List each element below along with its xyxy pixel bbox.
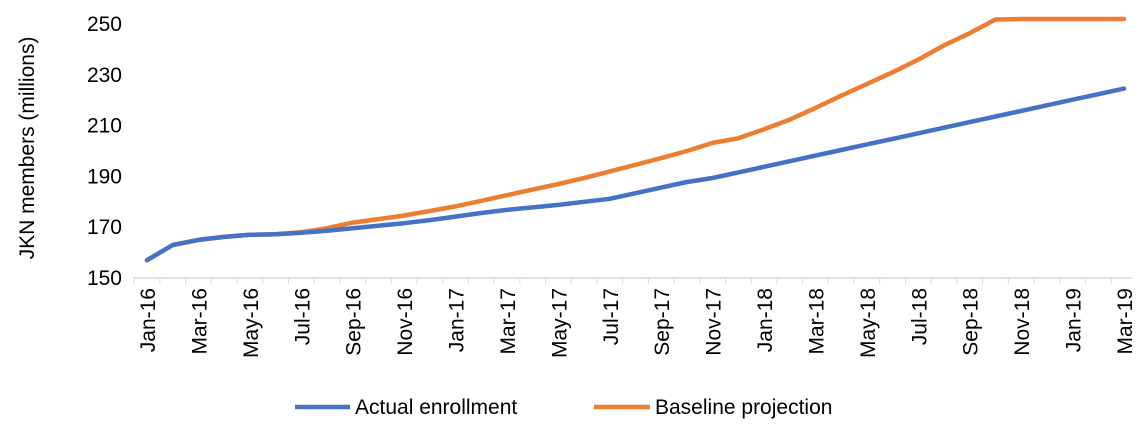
- x-tick-label: Jul-17: [600, 288, 623, 345]
- y-tick-label: 150: [87, 267, 122, 290]
- x-tick-label: Sep-18: [960, 288, 983, 356]
- x-tick-label: Mar-17: [497, 288, 520, 355]
- x-tick-label: Jan-18: [754, 288, 777, 352]
- x-tick-label: Jan-19: [1063, 288, 1086, 352]
- x-tick-label: Mar-16: [188, 288, 211, 355]
- series-line-baseline-projection: [144, 16, 1127, 263]
- legend: Actual enrollment Baseline projection: [295, 396, 832, 419]
- x-tick-label: Jan-17: [446, 288, 469, 352]
- x-tick-label: Nov-18: [1011, 288, 1034, 356]
- x-tick-label: Mar-19: [1114, 288, 1137, 355]
- x-tick-label: Jul-16: [291, 288, 314, 345]
- x-tick-label: May-16: [240, 288, 263, 358]
- y-tick-label: 230: [87, 64, 122, 87]
- x-axis: [133, 277, 1132, 284]
- series-lines: [144, 16, 1127, 263]
- x-tick-label: May-17: [548, 288, 571, 358]
- x-tick-label: Jan-16: [137, 288, 160, 352]
- x-tick-label: Nov-17: [703, 288, 726, 356]
- x-tick-label: May-18: [857, 288, 880, 358]
- y-tick-label: 250: [87, 13, 122, 36]
- x-tick-label: Nov-16: [394, 288, 417, 356]
- legend-label: Actual enrollment: [355, 396, 517, 419]
- y-tick-label: 170: [87, 216, 122, 239]
- y-axis-title: JKN members (millions): [16, 37, 39, 260]
- y-axis-title-group: JKN members (millions): [16, 37, 39, 260]
- legend-label: Baseline projection: [655, 396, 832, 419]
- series-line-actual-enrollment: [144, 86, 1127, 263]
- y-tick-label: 190: [87, 165, 122, 188]
- x-axis-ticks: Jan-16 Mar-16 May-16 Jul-16 Sep-16 Nov-16 Jan-…: [137, 288, 1137, 358]
- x-tick-label: Mar-18: [805, 288, 828, 355]
- y-axis-ticks: 150 170 190 210 230 250: [87, 13, 122, 290]
- x-tick-label: Sep-16: [343, 288, 366, 356]
- y-tick-label: 210: [87, 115, 122, 138]
- x-tick-label: Sep-17: [651, 288, 674, 356]
- x-tick-label: Jul-18: [908, 288, 931, 345]
